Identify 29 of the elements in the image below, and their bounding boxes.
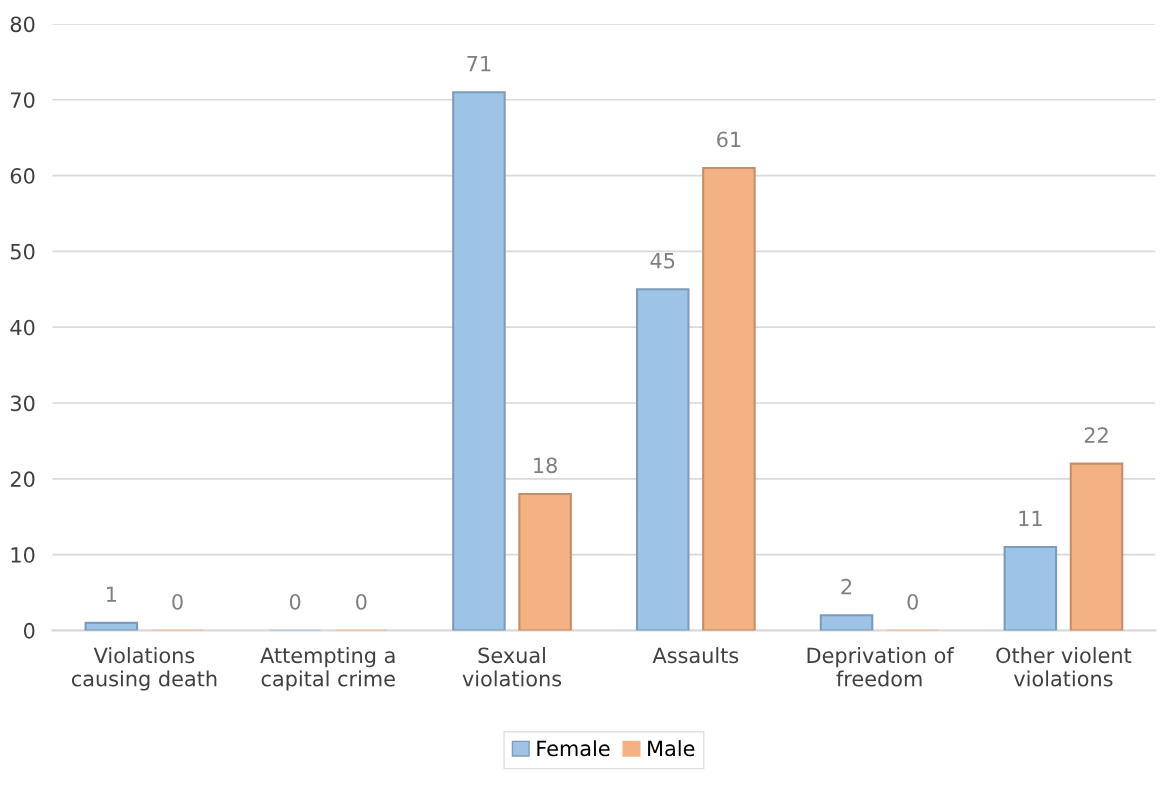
data-label: 2 — [841, 578, 852, 595]
y-tick-label: 20 — [10, 471, 35, 488]
data-label: 45 — [650, 253, 675, 269]
legend-label: Male — [648, 740, 695, 757]
x-tick-label: Assaults — [652, 647, 739, 664]
legend-label: Female — [537, 740, 610, 757]
y-tick-label: 60 — [10, 168, 35, 184]
y-tick-label: 50 — [10, 243, 35, 260]
data-label: 1 — [106, 586, 117, 602]
data-label: 71 — [467, 55, 491, 72]
x-tick-label: Sexual violations — [462, 647, 562, 687]
data-label: 0 — [356, 593, 367, 610]
y-tick-label: 80 — [10, 16, 35, 33]
y-tick-label: 70 — [11, 92, 35, 108]
data-label: 0 — [907, 593, 918, 610]
data-label: 22 — [1084, 427, 1108, 443]
data-label: 0 — [289, 593, 301, 610]
x-tick-label: Other violent violations — [996, 647, 1132, 687]
x-tick-label: Attempting a capital crime — [260, 647, 395, 691]
data-label: 18 — [534, 457, 557, 474]
x-tick-label: Deprivation of freedom — [807, 647, 955, 687]
y-tick-label: 10 — [11, 547, 35, 563]
y-tick-label: 30 — [10, 395, 35, 412]
y-tick-label: 40 — [10, 319, 35, 336]
data-label: 11 — [1019, 510, 1042, 527]
data-label: 0 — [172, 593, 183, 610]
x-tick-label: Violations causing death — [71, 647, 217, 691]
data-label: 61 — [717, 131, 741, 148]
y-tick-label: 0 — [23, 622, 35, 639]
